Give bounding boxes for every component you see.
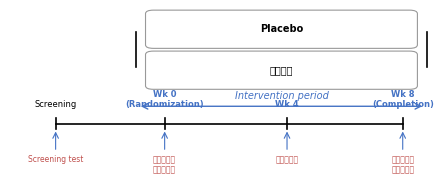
Text: Intervention period: Intervention period bbox=[235, 90, 328, 101]
Text: Wk 4: Wk 4 bbox=[275, 100, 299, 109]
FancyBboxPatch shape bbox=[146, 10, 417, 48]
Text: 기능성평가
안전성평가: 기능성평가 안전성평가 bbox=[391, 155, 414, 174]
Text: Screening: Screening bbox=[35, 100, 77, 109]
Text: Wk 8
(Completion): Wk 8 (Completion) bbox=[372, 90, 434, 109]
FancyBboxPatch shape bbox=[146, 51, 417, 89]
Text: Wk 0
(Randomization): Wk 0 (Randomization) bbox=[125, 90, 204, 109]
Text: Screening test: Screening test bbox=[28, 155, 83, 164]
Text: 시험식품: 시험식품 bbox=[270, 65, 293, 75]
Text: Placebo: Placebo bbox=[260, 24, 303, 34]
Text: 기능성평가
안전성평가: 기능성평가 안전성평가 bbox=[153, 155, 176, 174]
Text: 기능성평가: 기능성평가 bbox=[275, 155, 299, 164]
